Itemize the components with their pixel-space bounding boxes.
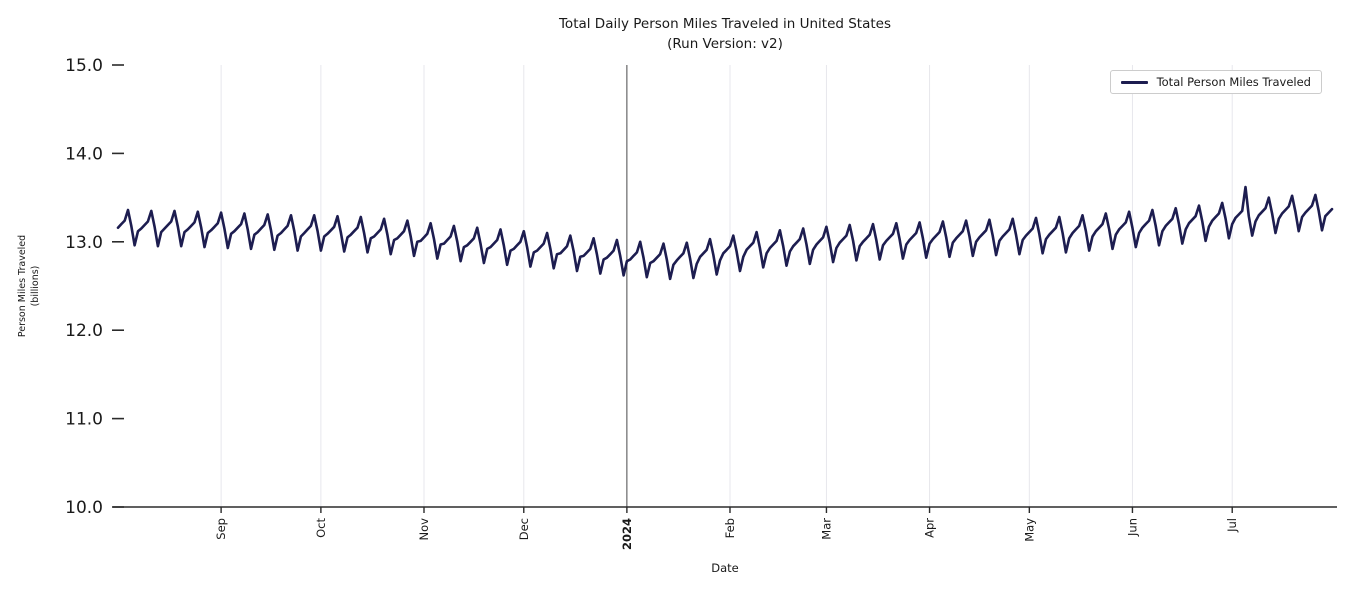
x-tick-label: Jun [1125,518,1139,537]
y-tick-label: 10.0 [65,498,103,518]
x-tick-label: Apr [923,518,937,538]
x-tick-label: Mar [819,518,833,540]
legend-line-swatch [1120,80,1148,84]
chart-title: Total Daily Person Miles Traveled in Uni… [558,16,891,32]
series-line [116,185,1334,281]
y-tick-label: 15.0 [65,56,103,76]
chart-title-block: Total Daily Person Miles Traveled in Uni… [118,14,1332,55]
x-tick-label: Dec [517,518,531,540]
x-tick-label: May [1022,518,1036,542]
y-tick-label: 13.0 [65,233,103,253]
legend: Total Person Miles Traveled [1109,70,1322,94]
x-tick-label: Sep [214,518,228,540]
y-axis-label-line1: Person Miles Traveled [17,235,28,337]
x-tick-label: Feb [723,518,737,538]
legend-label: Total Person Miles Traveled [1156,75,1311,89]
y-tick-label: 11.0 [65,410,103,430]
x-tick-label: Oct [314,518,328,538]
x-tick-label: Nov [417,518,431,541]
y-tick-label: 14.0 [65,144,103,164]
y-axis-label-line2: (billions) [30,266,41,307]
x-axis-label: Date [711,561,739,575]
y-tick-label: 12.0 [65,321,103,341]
x-tick-label: Jul [1225,518,1239,533]
chart-subtitle: (Run Version: v2) [667,36,783,53]
x-tick-label: 2024 [620,518,634,550]
